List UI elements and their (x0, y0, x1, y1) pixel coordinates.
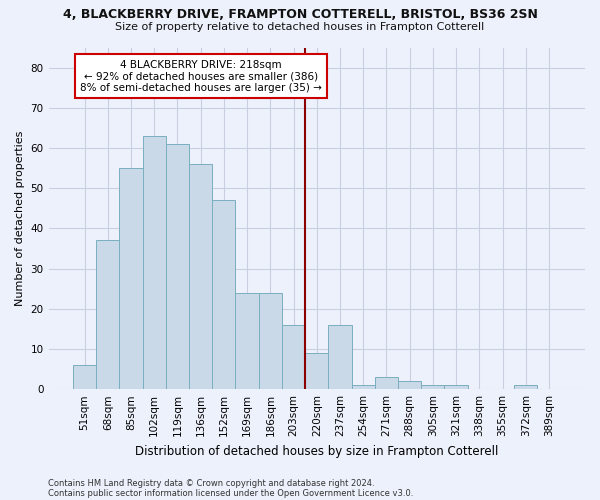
Text: 4 BLACKBERRY DRIVE: 218sqm
← 92% of detached houses are smaller (386)
8% of semi: 4 BLACKBERRY DRIVE: 218sqm ← 92% of deta… (80, 60, 322, 93)
Y-axis label: Number of detached properties: Number of detached properties (15, 130, 25, 306)
Bar (305, 353, 328, 389)
Bar (119, 168, 143, 389)
Bar (445, 385, 468, 389)
Bar (421, 385, 445, 389)
Bar (259, 292, 282, 389)
Text: Contains public sector information licensed under the Open Government Licence v3: Contains public sector information licen… (48, 488, 413, 498)
Bar (189, 164, 212, 389)
Bar (73, 365, 96, 389)
Text: 4, BLACKBERRY DRIVE, FRAMPTON COTTERELL, BRISTOL, BS36 2SN: 4, BLACKBERRY DRIVE, FRAMPTON COTTERELL,… (62, 8, 538, 20)
Bar (212, 200, 235, 389)
Bar (514, 385, 538, 389)
Bar (166, 144, 189, 389)
Bar (143, 136, 166, 389)
Bar (282, 325, 305, 389)
X-axis label: Distribution of detached houses by size in Frampton Cotterell: Distribution of detached houses by size … (135, 444, 499, 458)
Bar (352, 385, 375, 389)
Bar (398, 381, 421, 389)
Bar (96, 240, 119, 389)
Text: Size of property relative to detached houses in Frampton Cotterell: Size of property relative to detached ho… (115, 22, 485, 32)
Text: Contains HM Land Registry data © Crown copyright and database right 2024.: Contains HM Land Registry data © Crown c… (48, 478, 374, 488)
Bar (375, 377, 398, 389)
Bar (235, 292, 259, 389)
Bar (328, 325, 352, 389)
